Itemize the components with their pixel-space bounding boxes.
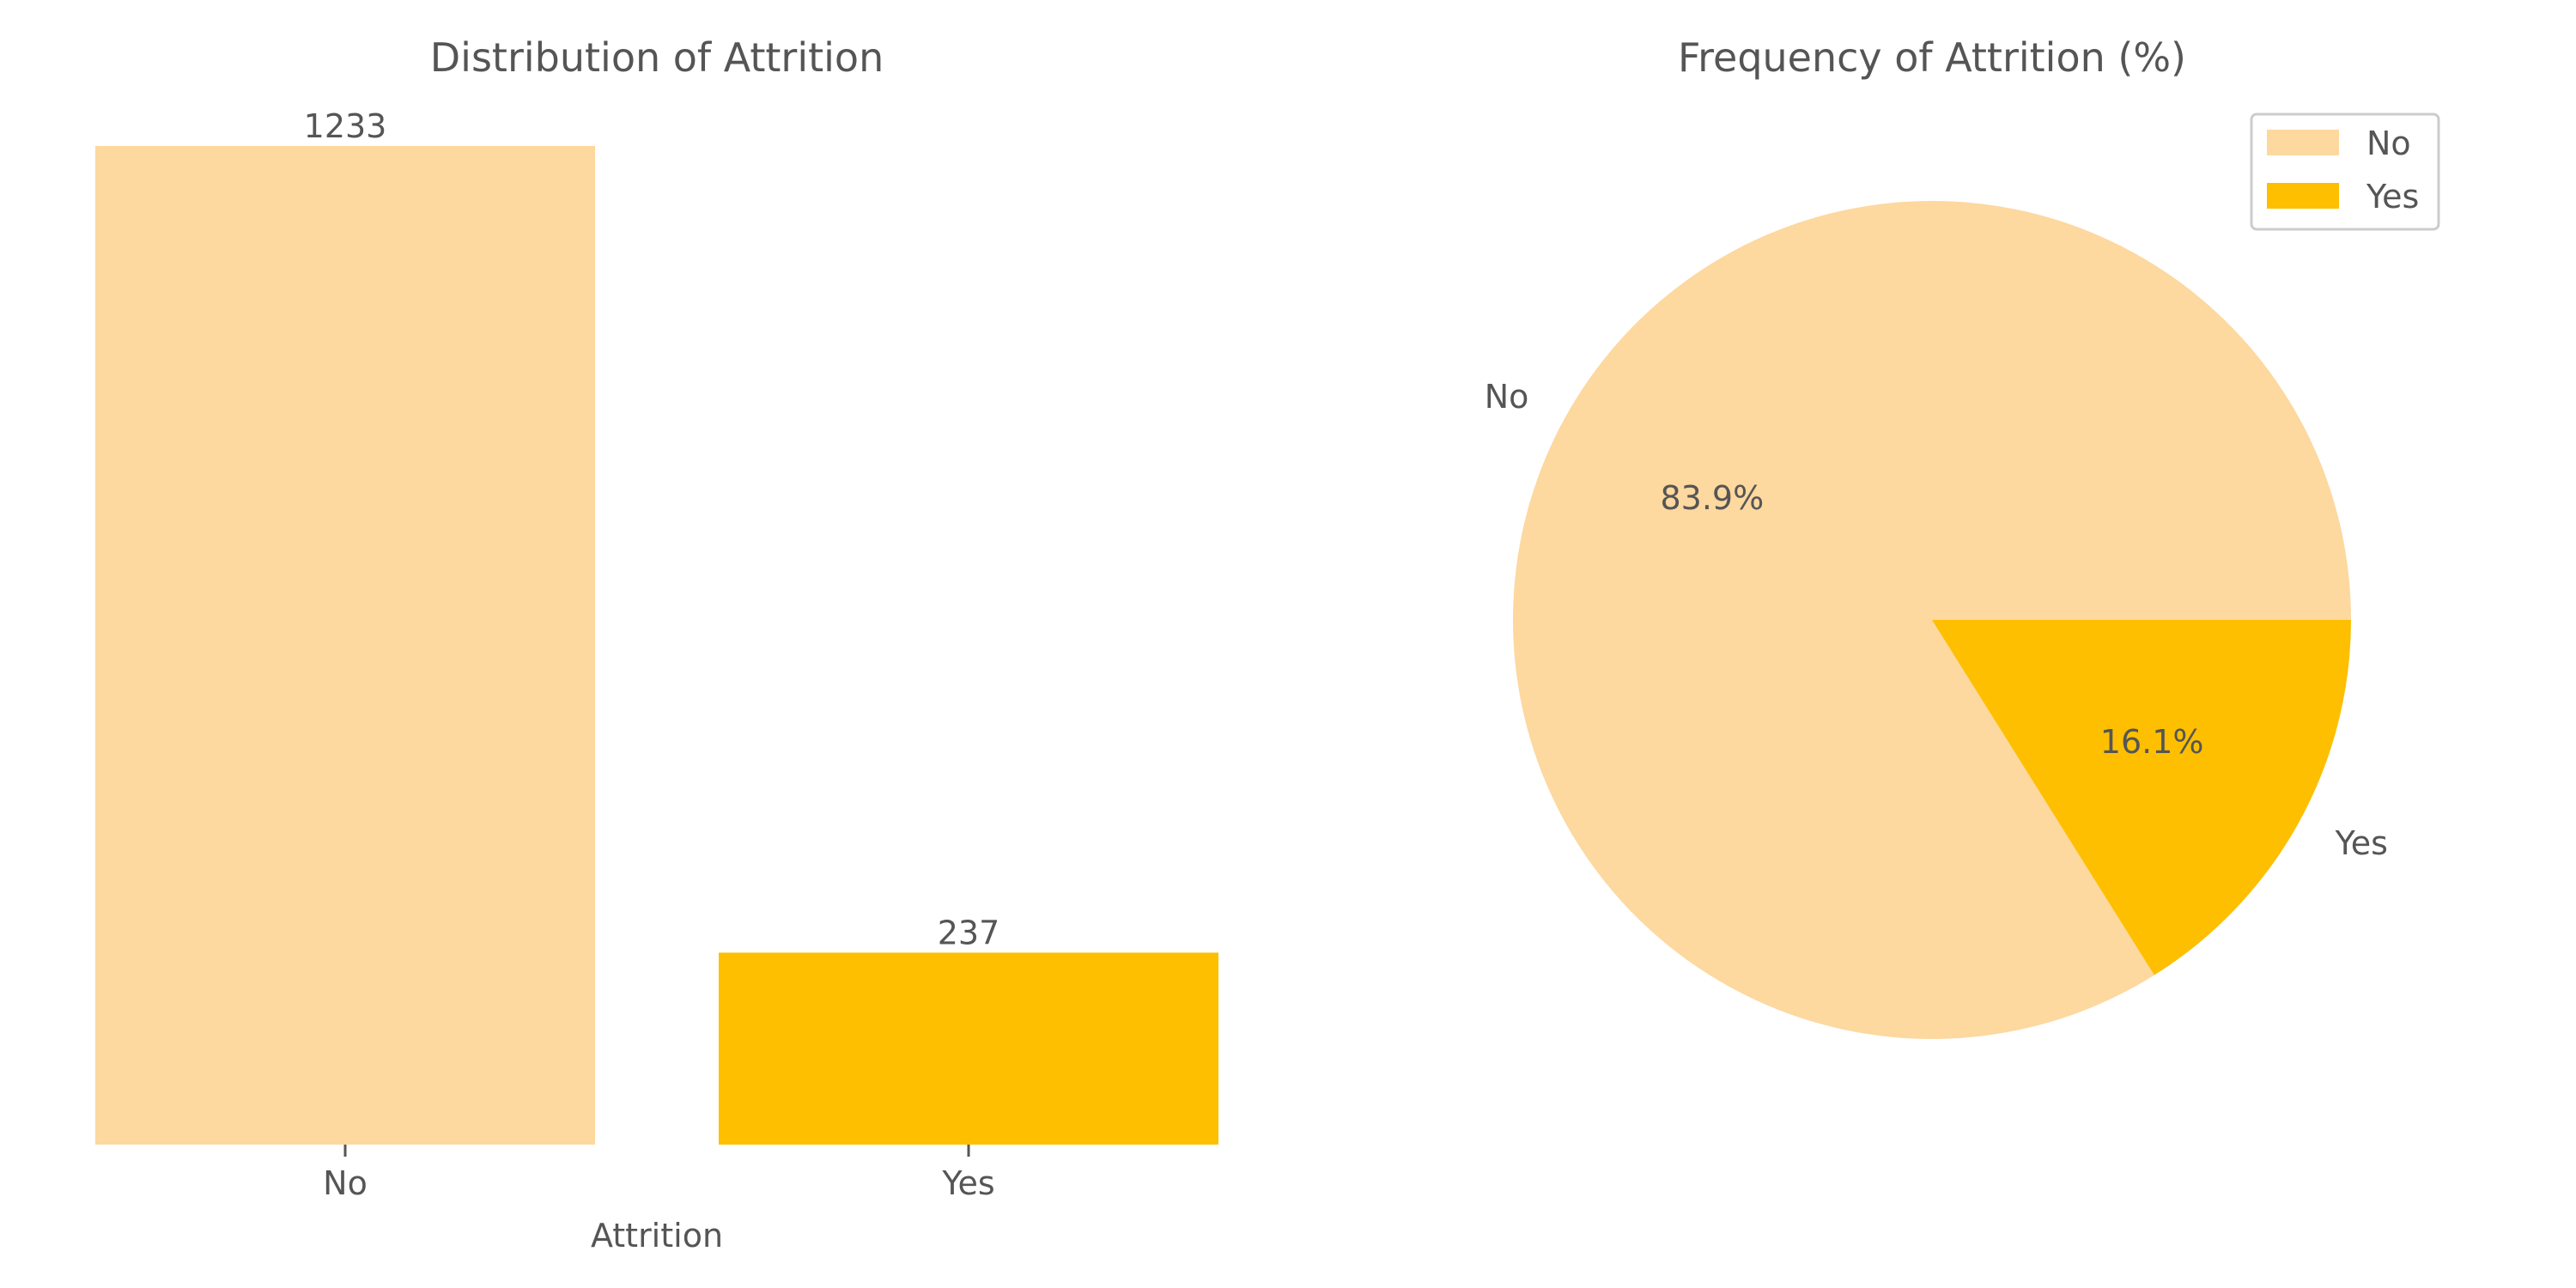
- legend-label-yes: Yes: [2366, 178, 2419, 216]
- pie-group: 83.9% No 16.1% Yes: [1485, 201, 2388, 1040]
- legend-swatch-yes: [2267, 183, 2339, 209]
- bar-chart-title: Distribution of Attrition: [430, 34, 884, 81]
- x-tick-label: No: [323, 1164, 368, 1202]
- pie-slice-no: [1512, 201, 2351, 1040]
- pie-chart: Frequency of Attrition (%) 83.9% No 16.1% Y…: [1485, 34, 2440, 1040]
- legend-label-no: No: [2366, 125, 2411, 162]
- bar-yes: [719, 952, 1218, 1145]
- bar-value-label: 1233: [304, 107, 387, 145]
- x-axis-label: Attrition: [591, 1217, 723, 1255]
- bar-group: 1233 237: [95, 107, 1218, 1145]
- pie-percent-label: 83.9%: [1661, 479, 1765, 517]
- bar-no: [95, 146, 595, 1145]
- legend: No Yes: [2250, 112, 2440, 231]
- pie-chart-title: Frequency of Attrition (%): [1678, 34, 2186, 81]
- pie-percent-label: 16.1%: [2100, 723, 2204, 761]
- x-tick-label: Yes: [941, 1164, 994, 1202]
- x-axis-ticks: No Yes: [323, 1145, 995, 1202]
- pie-category-label: No: [1485, 378, 1529, 416]
- pie-slice-yes: [1932, 620, 2351, 975]
- legend-swatch-no: [2267, 130, 2339, 155]
- bar-value-label: 237: [938, 914, 1000, 951]
- pie-category-label: Yes: [2335, 824, 2388, 862]
